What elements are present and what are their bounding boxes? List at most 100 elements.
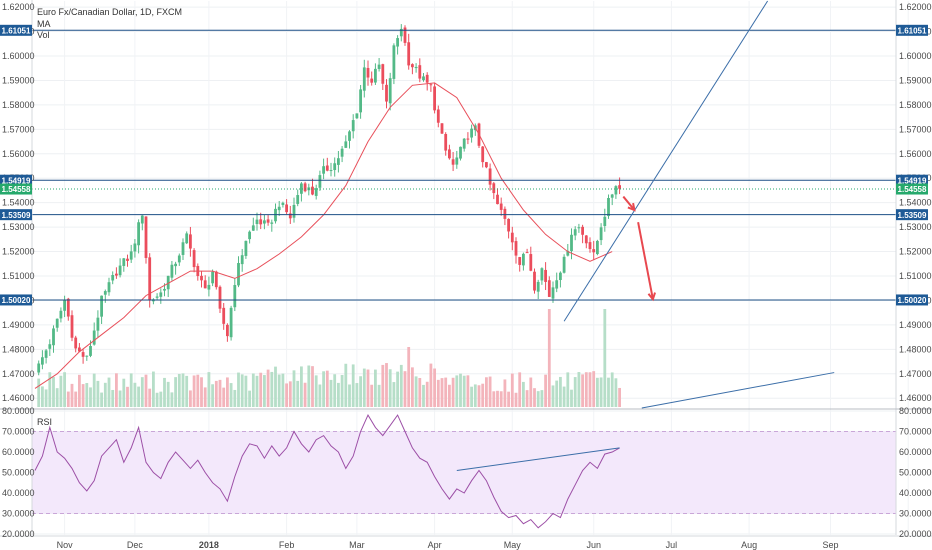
candle-body <box>214 271 218 288</box>
volume-bar <box>448 384 451 407</box>
volume-bar <box>559 376 562 407</box>
volume-bar <box>396 371 399 407</box>
volume-bar <box>222 387 226 407</box>
candle-body <box>396 38 399 47</box>
candle-body <box>81 352 85 357</box>
volume-bar <box>211 384 214 407</box>
candle-body <box>240 255 244 265</box>
vol-legend: Vol <box>37 30 50 40</box>
candle-body <box>144 216 148 258</box>
candle-body <box>518 257 522 265</box>
volume-bar <box>333 374 337 407</box>
volume-bar <box>481 383 485 407</box>
level-label-left: 1.53509 <box>2 211 31 220</box>
candle-body <box>570 234 573 252</box>
volume-bar <box>603 309 607 407</box>
down-arrow-head <box>647 292 656 302</box>
rsi-tick-left: 80.0000 <box>2 406 35 416</box>
candle-body <box>536 281 540 292</box>
volume-bar <box>233 389 237 407</box>
month-tick-label: 2018 <box>199 540 219 550</box>
level-label-right: 1.50020 <box>898 296 927 305</box>
month-tick-label: Aug <box>741 540 757 550</box>
candle-body <box>344 141 348 148</box>
level-label-bg-right <box>896 209 928 221</box>
candle-body <box>122 258 126 266</box>
candle-body <box>333 163 337 171</box>
candle-body <box>222 307 226 324</box>
volume-bar <box>237 372 240 407</box>
volume-bar <box>37 378 41 407</box>
candle-body <box>244 240 248 256</box>
candle-body <box>140 215 144 224</box>
volume-bar <box>473 384 477 407</box>
candle-body <box>211 271 214 284</box>
price-tick-left: 1.49000 <box>2 320 35 330</box>
volume-bar <box>159 391 163 407</box>
candle-body <box>584 235 588 244</box>
candle-body <box>436 109 440 123</box>
candle-body <box>185 233 189 244</box>
price-tick-right: 1.58000 <box>899 100 932 110</box>
volume-bar <box>599 377 603 407</box>
volume-bar <box>163 377 166 407</box>
month-tick-label: Sep <box>822 540 838 550</box>
candle-body <box>607 197 610 217</box>
month-tick-label: May <box>504 540 522 550</box>
candle-body <box>559 272 562 281</box>
month-tick-label: Jul <box>666 540 678 550</box>
candle-body <box>340 148 344 157</box>
volume-bar <box>522 381 525 407</box>
volume-bar <box>592 371 596 407</box>
price-tick-right: 1.48000 <box>899 344 932 354</box>
candle-body <box>74 337 78 349</box>
price-tick-left: 1.56000 <box>2 149 35 159</box>
level-label-left: 1.54558 <box>2 185 31 194</box>
volume-bar <box>300 366 303 407</box>
candle-body <box>403 27 407 43</box>
volume-bar <box>577 372 581 407</box>
price-tick-right: 1.54000 <box>899 198 932 208</box>
volume-bar <box>581 374 584 407</box>
candle-body <box>377 64 381 69</box>
volume-bar <box>377 384 381 407</box>
trend-line-upper <box>563 0 769 322</box>
price-tick-right: 1.52000 <box>899 247 932 257</box>
volume-bar <box>74 391 78 407</box>
price-tick-left: 1.52000 <box>2 247 35 257</box>
candle-body <box>547 280 551 297</box>
candle-body <box>544 269 547 282</box>
candle-body <box>133 243 137 252</box>
candle-body <box>103 291 107 295</box>
candle-body <box>218 286 222 309</box>
volume-bar <box>196 374 200 407</box>
volume-bar <box>122 378 126 407</box>
candle-body <box>496 194 499 205</box>
candle-body <box>499 203 503 210</box>
volume-bar <box>207 372 211 407</box>
candle-body <box>296 195 300 204</box>
candle-body <box>540 268 544 281</box>
candle-body <box>562 256 566 273</box>
candle-body <box>485 162 488 168</box>
candle-body <box>448 149 451 159</box>
volume-bar <box>314 375 318 407</box>
volume-bar <box>351 364 355 407</box>
candle-body <box>492 183 496 194</box>
candle-body <box>129 251 133 260</box>
candle-body <box>599 227 603 241</box>
volume-bar <box>374 369 377 407</box>
volume-bar <box>518 372 522 407</box>
volume-bar <box>107 377 111 407</box>
volume-bar <box>96 380 100 407</box>
candle-body <box>503 208 507 219</box>
candle-body <box>203 280 207 289</box>
volume-bar <box>344 363 348 407</box>
volume-bar <box>70 383 74 407</box>
volume-bar <box>55 388 59 407</box>
volume-bar <box>610 372 614 407</box>
candle-body <box>507 218 510 232</box>
trend-line-lower <box>641 372 835 409</box>
volume-bar <box>218 379 222 407</box>
